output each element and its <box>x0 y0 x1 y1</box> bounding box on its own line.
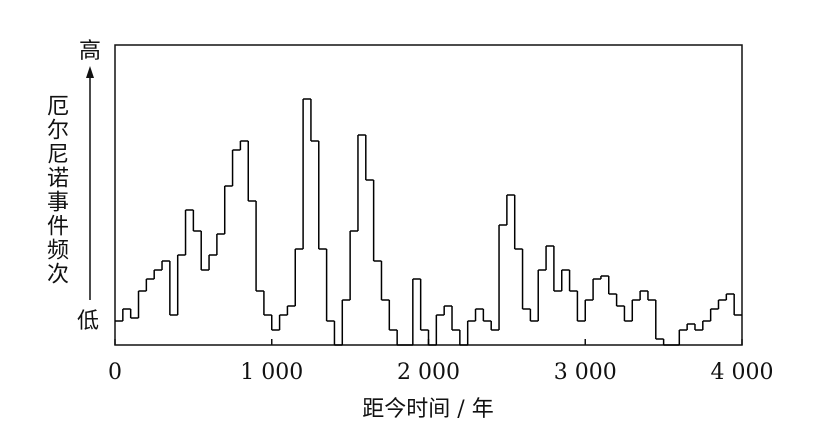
y-low-label: 低 <box>77 309 99 334</box>
y-high-label: 高 <box>79 39 101 64</box>
x-axis-label: 距今时间 / 年 <box>362 397 493 422</box>
y-axis-label: 厄尔尼诺事件频次 <box>43 94 69 286</box>
x-tick-label: 2 000 <box>397 360 460 385</box>
x-tick-label: 0 <box>108 360 122 385</box>
y-arrow-head <box>86 66 94 78</box>
x-tick-label: 3 000 <box>554 360 617 385</box>
x-tick-label: 4 000 <box>711 360 774 385</box>
x-tick-label: 1 000 <box>240 360 303 385</box>
